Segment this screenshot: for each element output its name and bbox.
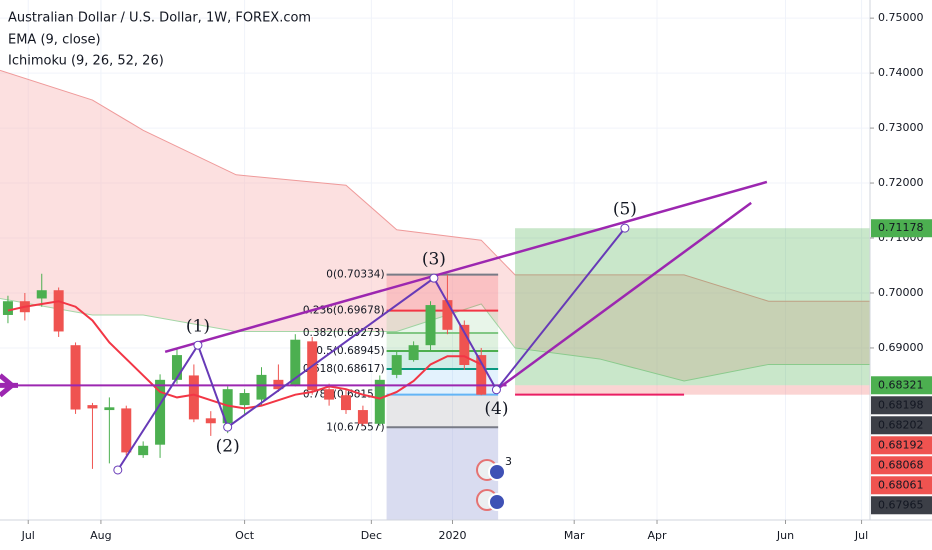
price-label: 0.68198 [878, 398, 924, 411]
y-tick-label: 0.69000 [878, 341, 924, 354]
position-stop [515, 385, 870, 395]
y-tick-label: 0.74000 [878, 66, 924, 79]
y-tick-label: 0.72000 [878, 176, 924, 189]
candle-body [36, 290, 47, 299]
x-tick-label: Dec [361, 529, 382, 542]
fib-label: 0.786(0.68151) [303, 389, 385, 401]
candle-body [155, 379, 166, 445]
candle-body [408, 345, 419, 361]
wave-point [113, 465, 123, 475]
price-label: 0.68202 [878, 418, 924, 431]
event-icon [488, 463, 506, 481]
x-tick-label: Mar [564, 529, 585, 542]
x-tick-label: Jul [854, 529, 868, 542]
wave-label: (3) [422, 250, 446, 270]
price-label: 0.67965 [878, 498, 924, 511]
price-label-bg [871, 456, 932, 475]
trendline [495, 201, 752, 391]
fib-band [386, 394, 499, 428]
x-tick-label: Jun [776, 529, 794, 542]
price-label: 0.68068 [878, 458, 924, 471]
cloud-upper [0, 69, 870, 302]
wave-label: (5) [613, 200, 637, 220]
price-label-bg [871, 376, 932, 395]
event-icon [488, 493, 506, 511]
chart-title: Australian Dollar / U.S. Dollar, 1W, FOR… [8, 11, 311, 26]
indicator-label: EMA (9, close) [8, 33, 101, 48]
candle-body [459, 324, 470, 365]
x-tick-label: Aug [90, 529, 111, 542]
fib-label: 0.5(0.68945) [316, 345, 384, 357]
candle-body [341, 395, 352, 411]
x-tick-label: Apr [648, 529, 668, 542]
candle-body [205, 418, 216, 424]
fib-band [386, 310, 499, 333]
candle-body [2, 301, 13, 315]
candle-body [239, 393, 250, 406]
wave-point [620, 223, 630, 233]
wave-label: (4) [484, 399, 508, 419]
price-label: 0.68061 [878, 478, 924, 491]
fib-label: 0.618(0.68617) [303, 363, 385, 375]
wave-point [223, 422, 233, 432]
price-label-bg [871, 496, 932, 515]
candle-body [391, 355, 402, 375]
fib-label: 1(0.67557) [326, 421, 384, 433]
x-tick-label: Jul [21, 529, 35, 542]
wave-point [491, 385, 501, 395]
candle-body [425, 305, 436, 346]
x-tick-label: 2020 [438, 529, 466, 542]
price-label-bg [871, 396, 932, 415]
price-label-bg [871, 436, 932, 455]
y-tick-label: 0.75000 [878, 11, 924, 24]
candle-body [324, 389, 335, 400]
price-label-bg [871, 219, 932, 238]
price-label-bg [871, 416, 932, 435]
trendline [164, 180, 768, 354]
candle-body [290, 339, 301, 385]
wave-point [429, 273, 439, 283]
plot-area: 0(0.70334)0.236(0.69678)0.382(0.69273)0.… [0, 0, 870, 520]
fib-label: 0.382(0.69273) [303, 327, 385, 339]
candle-body [476, 355, 487, 395]
wave-label: (2) [216, 437, 240, 457]
y-tick-label: 0.70000 [878, 286, 924, 299]
ema-line [7, 300, 482, 410]
axes: 0.750000.740000.730000.720000.710000.700… [21, 11, 932, 542]
candle-body [70, 345, 81, 410]
price-label: 0.68192 [878, 438, 924, 451]
cloud-fill [0, 70, 870, 381]
price-label-bg [871, 476, 932, 495]
wave-line [116, 227, 626, 471]
candle-body [171, 355, 182, 380]
candle-body [374, 379, 385, 424]
candle-body [121, 408, 132, 453]
price-label: 0.71178 [878, 221, 924, 234]
arrow [0, 373, 18, 398]
candle-body [104, 407, 115, 411]
position-target [515, 228, 870, 386]
candle-body [87, 405, 98, 409]
price-label: 0.68321 [878, 378, 924, 391]
candle-body [138, 445, 149, 456]
candle-body [256, 374, 267, 400]
candle-body [53, 290, 64, 332]
candle-body [357, 410, 368, 424]
fib-label: 0(0.70334) [326, 269, 384, 281]
cloud-lower [0, 297, 870, 382]
candle-body [442, 300, 453, 330]
y-tick-label: 0.73000 [878, 121, 924, 134]
x-tick-label: Oct [235, 529, 255, 542]
candle-body [188, 375, 199, 420]
indicator-label: Ichimoku (9, 26, 52, 26) [8, 54, 164, 69]
wave-label: (1) [186, 317, 210, 337]
event-count: 3 [505, 455, 512, 468]
wave-point [193, 340, 203, 350]
